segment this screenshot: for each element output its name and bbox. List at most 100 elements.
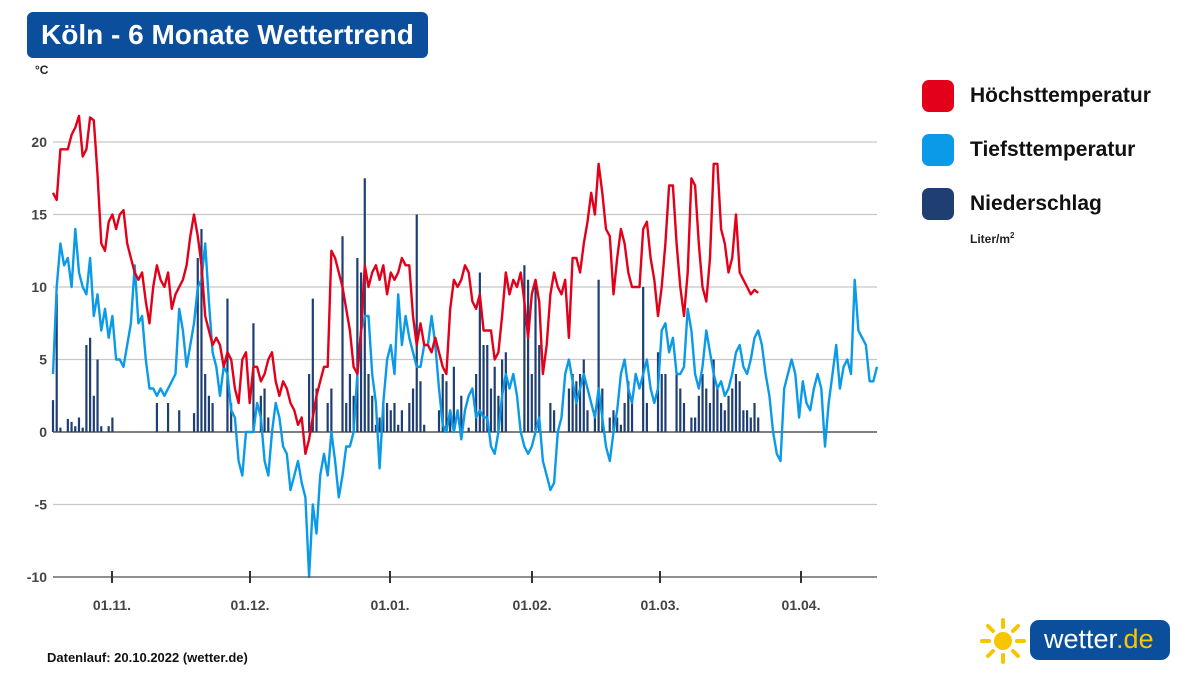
precip-bar [155, 403, 159, 432]
precip-bar [660, 374, 663, 432]
precip-bar [734, 374, 738, 432]
x-tick-label: 01.02. [513, 597, 552, 613]
legend-label-precip: Niederschlag [970, 192, 1102, 215]
precip-bar [393, 403, 396, 432]
precip-bar [66, 418, 69, 432]
precip-bar [204, 374, 207, 432]
y-tick-label: 0 [39, 424, 47, 440]
precip-bar [757, 417, 760, 432]
precip-bar [475, 374, 478, 432]
precip-bar [701, 374, 704, 432]
sun-icon [980, 618, 1026, 664]
legend-swatch-min [922, 134, 954, 166]
series-line-max [51, 114, 759, 455]
precip-bar [571, 374, 574, 432]
temperature-lines [51, 114, 879, 579]
precip-bar [664, 374, 667, 432]
precip-bar [77, 417, 81, 432]
precip-bar [534, 279, 537, 432]
precip-bar [627, 381, 630, 432]
precip-unit-sup: 2 [1010, 231, 1015, 240]
y-tick-label: -5 [35, 497, 48, 513]
precip-bar [230, 403, 233, 432]
precip-bar [326, 403, 329, 432]
precip-bar [705, 388, 708, 432]
brand-tld: .de [1116, 624, 1154, 654]
precip-bar [530, 374, 533, 432]
precip-bar [411, 388, 415, 432]
precip-bar [552, 410, 556, 432]
precip-bar [385, 403, 389, 432]
precip-bar [348, 374, 352, 432]
y-tick-labels: 20 15 10 5 0 -5 -10 [27, 134, 47, 585]
precip-bar [441, 374, 444, 432]
precip-bar [749, 417, 752, 432]
precip-bar [437, 410, 441, 432]
precip-bar [694, 417, 697, 432]
precip-bar [549, 403, 552, 432]
precip-bar [727, 395, 730, 432]
x-axis: 01.11. 01.12. 01.01. 01.02. 01.03. 01.04. [53, 571, 877, 613]
precip-bar [586, 410, 589, 432]
precip-bar [675, 374, 678, 432]
precip-bar [178, 410, 181, 432]
x-tick-label: 01.04. [782, 597, 821, 613]
precip-bar [497, 395, 500, 432]
precip-bar [371, 395, 374, 432]
precip-bar [708, 403, 712, 432]
precip-bar [81, 427, 84, 432]
precip-bar [200, 229, 203, 432]
precip-bar [330, 388, 333, 432]
precip-bar [74, 426, 77, 432]
precip-bar [697, 395, 700, 432]
precip-bar [597, 279, 600, 432]
precip-bar [423, 424, 426, 432]
precip-bar [359, 272, 363, 432]
precip-bar [690, 417, 693, 432]
x-tick-label: 01.01. [371, 597, 410, 613]
precip-bar [679, 388, 682, 432]
precip-bar [166, 403, 170, 432]
chart-title: Köln - 6 Monate Wettertrend [27, 12, 428, 58]
precip-bar [538, 345, 541, 432]
brand-logo[interactable]: wetter.de [1030, 620, 1170, 660]
precip-unit-text: Liter/m [970, 232, 1011, 246]
precip-bar [308, 374, 311, 432]
precip-bar [59, 427, 62, 432]
series-line-min [51, 227, 879, 579]
precip-bar [85, 345, 88, 432]
precip-bar [51, 400, 55, 432]
y-tick-label: 20 [31, 134, 47, 150]
precip-bar [452, 366, 455, 432]
y-tick-label: -10 [27, 569, 47, 585]
precip-bar [378, 417, 381, 432]
precip-bar [315, 388, 318, 432]
precip-bar [716, 388, 719, 432]
precip-bar [478, 272, 481, 432]
precip-bar [196, 258, 199, 432]
precip-bar [449, 417, 452, 432]
precip-bar [742, 410, 745, 432]
precip-bar [460, 395, 463, 432]
precip-bar [263, 388, 266, 432]
precip-bar [89, 337, 92, 432]
legend-label-max: Höchsttemperatur [970, 84, 1151, 107]
y-tick-label: 10 [31, 279, 47, 295]
precip-bar [578, 374, 582, 432]
precip-bar [100, 426, 103, 432]
precip-bar [526, 279, 530, 432]
precip-bar [486, 345, 489, 432]
precip-bar [419, 381, 422, 432]
precip-bar [445, 381, 448, 432]
y-tick-label: 5 [39, 352, 47, 368]
precip-bar [738, 381, 741, 432]
precip-bar [523, 265, 526, 432]
precip-bar [96, 359, 99, 432]
precip-bar [311, 298, 314, 432]
precip-bar [731, 388, 734, 432]
precip-bar [192, 413, 196, 432]
x-tick-label: 01.12. [231, 597, 270, 613]
precip-bar [226, 298, 229, 432]
precip-bar [267, 417, 270, 432]
precip-bar [356, 258, 359, 432]
